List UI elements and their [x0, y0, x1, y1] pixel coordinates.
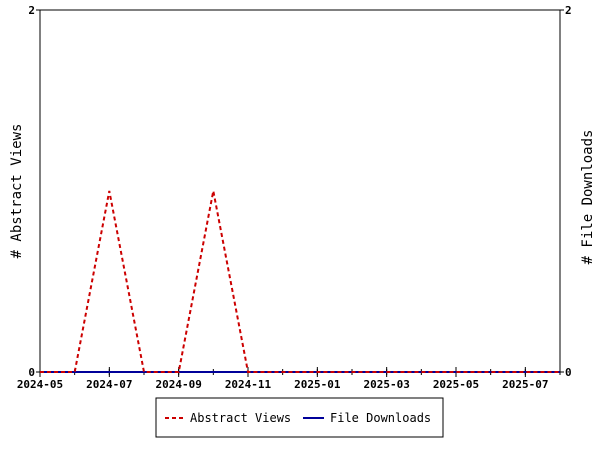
y-left-title: # Abstract Views: [9, 124, 25, 259]
legend-label-file-downloads: File Downloads: [330, 411, 431, 425]
x-tick-label: 2024-09: [155, 378, 201, 391]
x-tick-label: 2025-03: [363, 378, 409, 391]
y-right-tick-label: 0: [565, 366, 572, 379]
series-layer: [40, 190, 560, 373]
legend: Abstract Views File Downloads: [155, 397, 444, 438]
x-tick-label: 2024-07: [86, 378, 132, 391]
x-tick-label: 2025-01: [294, 378, 341, 391]
y-right-tick-label: 2: [565, 4, 572, 17]
x-tick-label: 2025-05: [433, 378, 479, 391]
y-left-tick-label: 2: [28, 4, 35, 17]
y-left-tick-label: 0: [28, 366, 35, 379]
x-axis: 2024-05 2024-07 2024-09 2024-11 2025-01 2025-…: [17, 367, 561, 391]
x-tick-label: 2024-11: [225, 378, 272, 391]
plot-area: [39, 9, 561, 373]
x-tick-label: 2025-07: [502, 378, 548, 391]
x-tick-label: 2024-05: [17, 378, 63, 391]
legend-box: [155, 397, 444, 438]
series-line-abstract-views: [40, 190, 560, 373]
legend-label-abstract-views: Abstract Views: [190, 411, 291, 425]
y-axes: 0 2 0 2: [28, 4, 571, 379]
y-right-title: # File Downloads: [580, 130, 596, 265]
